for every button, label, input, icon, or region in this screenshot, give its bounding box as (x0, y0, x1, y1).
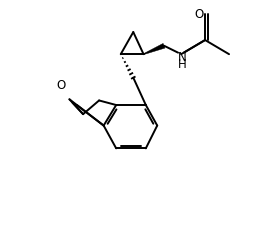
Text: N: N (178, 51, 187, 64)
Text: H: H (178, 58, 187, 71)
Polygon shape (143, 44, 165, 55)
Text: O: O (195, 8, 204, 21)
Text: O: O (57, 79, 66, 92)
